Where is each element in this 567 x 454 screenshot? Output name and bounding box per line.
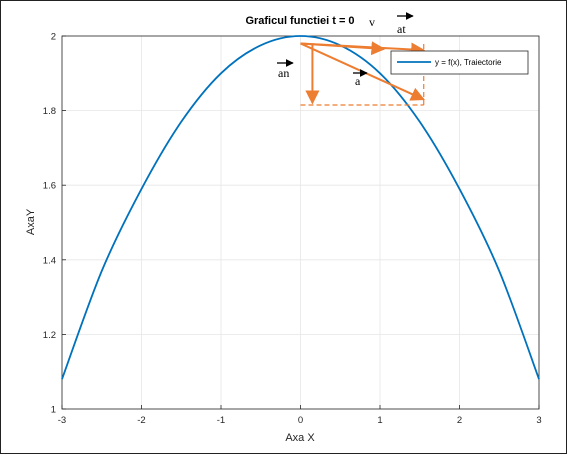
- y-axis-label: AxaY: [25, 208, 37, 235]
- vector-label-at: at: [397, 12, 414, 36]
- y-tick-label: 2: [51, 32, 56, 43]
- chart-title: Graficul functiei t = 0: [245, 15, 354, 27]
- vector-arrow-at: [300, 42, 426, 57]
- y-tick-label: 1.8: [43, 106, 56, 117]
- vector-label-an-text: an: [278, 66, 289, 80]
- y-tick-label: 1: [51, 405, 56, 416]
- legend-box: [390, 50, 529, 75]
- legend: y = f(x), Traiectorie: [390, 50, 529, 75]
- legend-label: y = f(x), Traiectorie: [435, 58, 502, 67]
- trajectory-line: [61, 35, 540, 380]
- y-tick-label: 1.2: [43, 330, 56, 341]
- axis-ticks: -3 -2 -1 0 1 2 3 1 1.2 1.4 1.6 1.8 2: [43, 32, 542, 427]
- x-tick-label: -1: [217, 415, 225, 426]
- y-tick-label: 1.6: [43, 181, 56, 192]
- x-axis-label: Axa X: [285, 432, 315, 444]
- vector-labels: v at an a: [277, 12, 414, 88]
- x-tick-label: 2: [457, 415, 462, 426]
- x-tick-label: 1: [377, 415, 382, 426]
- vector-label-v: v: [369, 15, 375, 29]
- vector-label-a: a: [353, 69, 368, 88]
- y-tick-label: 1.4: [43, 255, 56, 266]
- x-tick-label: 3: [536, 415, 541, 426]
- x-tick-label: 0: [298, 415, 303, 426]
- x-tick-label: -2: [137, 415, 145, 426]
- vector-label-an: an: [277, 59, 294, 80]
- vector-label-v-text: v: [369, 15, 375, 29]
- vector-label-at-text: at: [397, 22, 406, 36]
- vector-label-a-text: a: [355, 74, 361, 88]
- x-tick-label: -3: [58, 415, 66, 426]
